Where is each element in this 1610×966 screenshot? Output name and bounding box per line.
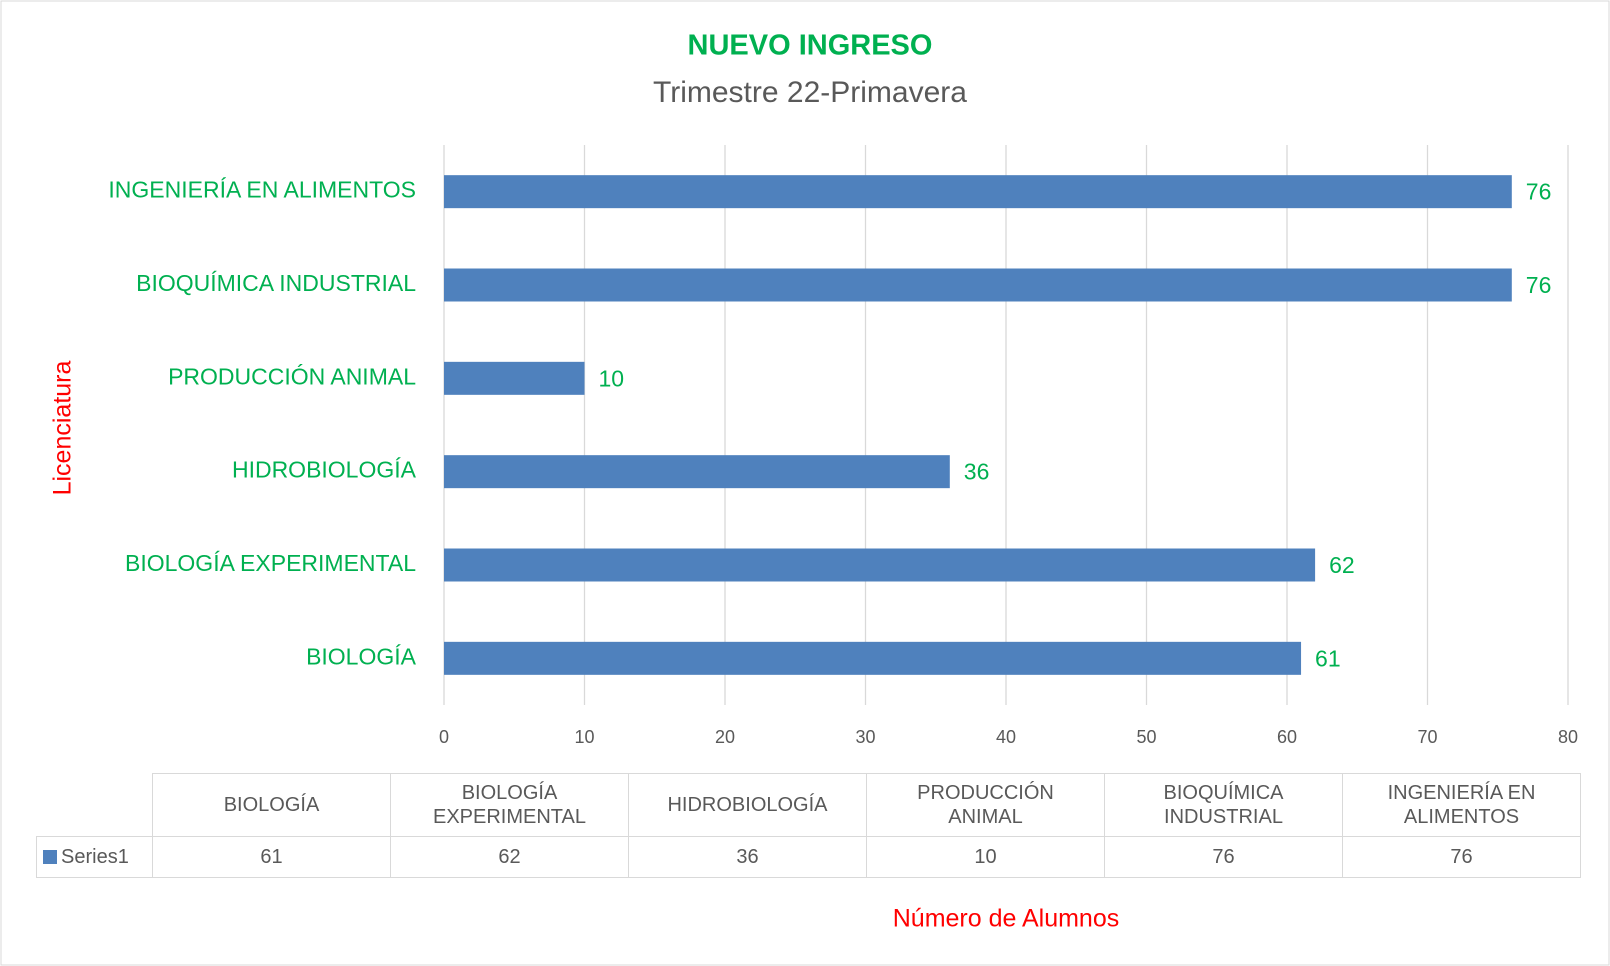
table-series-label: Series1 bbox=[36, 836, 153, 878]
y-tick-label: BIOLOGÍA EXPERIMENTAL bbox=[125, 550, 416, 576]
data-label: 76 bbox=[1526, 179, 1552, 205]
table-value: 10 bbox=[866, 836, 1105, 878]
table-value: 76 bbox=[1342, 836, 1581, 878]
x-tick-label: 0 bbox=[439, 727, 449, 747]
data-label: 36 bbox=[964, 459, 990, 485]
x-tick-label: 10 bbox=[574, 727, 594, 747]
table-value: 61 bbox=[152, 836, 391, 878]
chart-title: NUEVO INGRESO bbox=[688, 30, 933, 62]
legend-key bbox=[43, 850, 57, 864]
bar bbox=[444, 361, 585, 395]
table-header: BIOQUÍMICA INDUSTRIAL bbox=[1104, 773, 1343, 837]
y-tick-label: BIOLOGÍA bbox=[306, 643, 417, 669]
table-header: BIOLOGÍA EXPERIMENTAL bbox=[390, 773, 629, 837]
table-value: 76 bbox=[1104, 836, 1343, 878]
y-tick-label: PRODUCCIÓN ANIMAL bbox=[168, 363, 416, 389]
x-tick-label: 40 bbox=[996, 727, 1016, 747]
data-label: 62 bbox=[1329, 552, 1355, 578]
table-header: PRODUCCIÓN ANIMAL bbox=[866, 773, 1105, 837]
y-tick-label: INGENIERÍA EN ALIMENTOS bbox=[108, 177, 416, 203]
x-tick-label: 50 bbox=[1136, 727, 1156, 747]
bar bbox=[444, 641, 1302, 675]
table-value: 36 bbox=[628, 836, 867, 878]
data-label: 76 bbox=[1526, 272, 1552, 298]
chart-subtitle: Trimestre 22-Primavera bbox=[653, 76, 967, 109]
legend-label: Series1 bbox=[61, 846, 129, 868]
data-label: 61 bbox=[1315, 645, 1341, 671]
y-axis-label: Licenciatura bbox=[49, 361, 77, 496]
table-header: HIDROBIOLOGÍA bbox=[628, 773, 867, 837]
bar bbox=[444, 548, 1316, 582]
bar bbox=[444, 268, 1512, 302]
x-tick-label: 20 bbox=[715, 727, 735, 747]
x-tick-label: 70 bbox=[1417, 727, 1437, 747]
x-axis-label: Número de Alumnos bbox=[893, 905, 1120, 933]
bar bbox=[444, 455, 950, 489]
table-header: BIOLOGÍA bbox=[152, 773, 391, 837]
data-label: 10 bbox=[599, 365, 625, 391]
table-header: INGENIERÍA EN ALIMENTOS bbox=[1342, 773, 1581, 837]
y-tick-label: BIOQUÍMICA INDUSTRIAL bbox=[136, 270, 416, 296]
x-tick-label: 30 bbox=[855, 727, 875, 747]
x-tick-label: 60 bbox=[1277, 727, 1297, 747]
x-tick-label: 80 bbox=[1558, 727, 1578, 747]
table-value: 62 bbox=[390, 836, 629, 878]
y-tick-label: HIDROBIOLOGÍA bbox=[232, 457, 417, 483]
bar bbox=[444, 175, 1512, 209]
